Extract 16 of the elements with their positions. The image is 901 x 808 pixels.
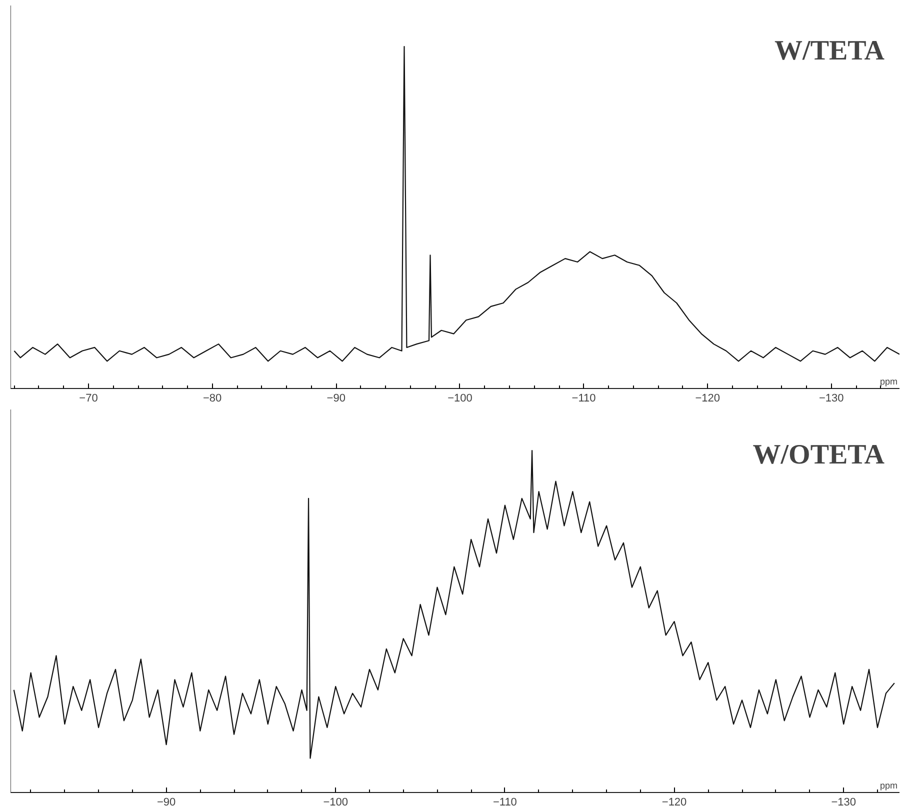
x-tick-label: −110 — [492, 796, 517, 808]
x-axis-title: ppm — [880, 376, 898, 386]
x-tick-label: −130 — [819, 392, 844, 404]
x-tick-label: −130 — [831, 796, 856, 808]
x-tick-label: −100 — [448, 392, 472, 404]
x-tick-label: −70 — [79, 392, 98, 404]
x-axis-title: ppm — [880, 780, 898, 790]
x-tick-label: −110 — [572, 392, 596, 404]
x-tick-label: −120 — [695, 392, 720, 404]
x-tick-label: −90 — [326, 392, 346, 404]
x-tick-label: −120 — [662, 796, 687, 808]
chart-title: W/TETA — [774, 36, 886, 66]
x-tick-label: −80 — [202, 392, 222, 404]
chart-title: W/OTETA — [752, 440, 886, 470]
x-tick-label: −100 — [323, 796, 348, 808]
x-tick-label: −90 — [156, 796, 176, 808]
